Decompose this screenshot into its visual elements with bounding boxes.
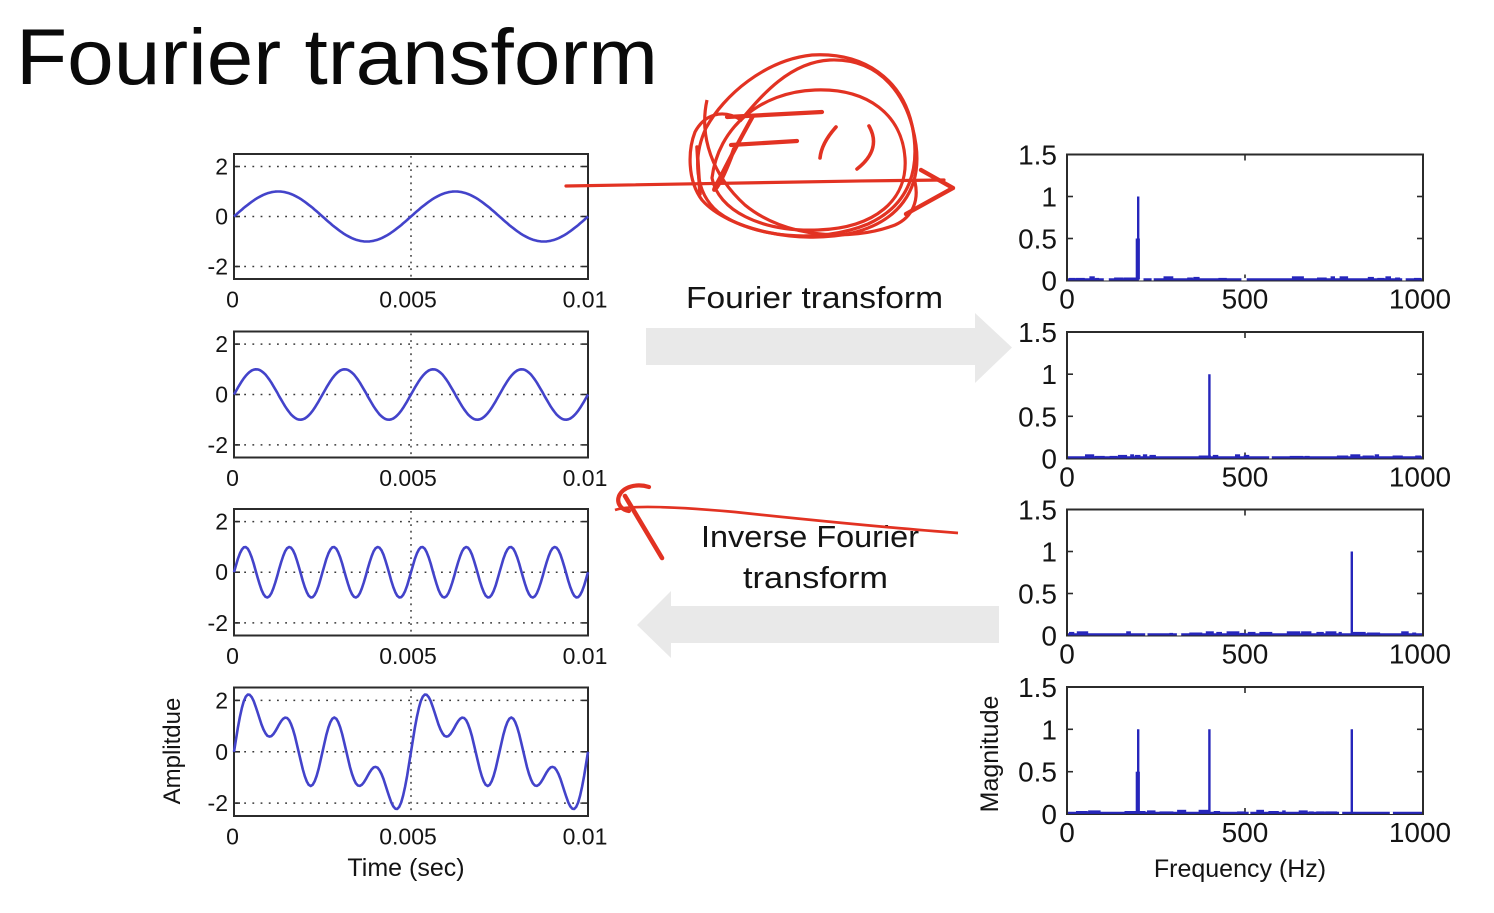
svg-text:0: 0: [215, 559, 228, 585]
svg-text:0.005: 0.005: [379, 465, 437, 491]
svg-text:1: 1: [1041, 359, 1057, 390]
svg-text:500: 500: [1222, 284, 1269, 315]
svg-text:-2: -2: [208, 790, 228, 816]
svg-text:500: 500: [1222, 462, 1269, 493]
svg-text:1000: 1000: [1389, 817, 1451, 848]
svg-text:0: 0: [226, 824, 239, 850]
svg-text:2: 2: [215, 509, 228, 535]
svg-text:1: 1: [1041, 714, 1057, 745]
svg-text:2: 2: [215, 154, 228, 180]
svg-text:2: 2: [215, 687, 228, 713]
svg-text:0: 0: [1059, 462, 1075, 493]
svg-text:0: 0: [1059, 817, 1075, 848]
svg-text:0: 0: [215, 739, 228, 765]
svg-text:Inverse Fourier: Inverse Fourier: [701, 519, 919, 554]
svg-text:0: 0: [215, 204, 228, 230]
svg-text:0.5: 0.5: [1018, 224, 1057, 255]
svg-text:1: 1: [1041, 182, 1057, 213]
svg-text:1.5: 1.5: [1018, 672, 1057, 703]
svg-text:0: 0: [1041, 444, 1057, 475]
svg-text:0.005: 0.005: [379, 287, 437, 313]
svg-text:1000: 1000: [1389, 284, 1451, 315]
svg-text:0: 0: [226, 465, 239, 491]
svg-text:0: 0: [226, 643, 239, 669]
svg-text:0.5: 0.5: [1018, 757, 1057, 788]
svg-text:0.01: 0.01: [563, 465, 608, 491]
svg-text:0.005: 0.005: [379, 643, 437, 669]
svg-text:Magnitude: Magnitude: [976, 696, 1004, 813]
svg-text:1.5: 1.5: [1018, 317, 1057, 348]
svg-text:500: 500: [1222, 639, 1269, 670]
svg-text:1000: 1000: [1389, 462, 1451, 493]
svg-text:500: 500: [1222, 817, 1269, 848]
svg-text:0: 0: [1041, 621, 1057, 652]
svg-text:0.5: 0.5: [1018, 579, 1057, 610]
svg-text:0.01: 0.01: [563, 643, 608, 669]
svg-text:Amplitdue: Amplitdue: [159, 698, 186, 805]
svg-text:0: 0: [1059, 639, 1075, 670]
svg-text:0: 0: [226, 287, 239, 313]
svg-text:1.5: 1.5: [1018, 140, 1057, 171]
svg-text:0.01: 0.01: [563, 287, 608, 313]
svg-text:Fourier transform: Fourier transform: [686, 280, 943, 315]
svg-text:0.5: 0.5: [1018, 401, 1057, 432]
svg-text:0: 0: [1041, 266, 1057, 297]
svg-text:-2: -2: [208, 432, 228, 458]
svg-text:Time (sec): Time (sec): [347, 854, 464, 882]
svg-text:-2: -2: [208, 610, 228, 636]
svg-text:1.5: 1.5: [1018, 495, 1057, 526]
svg-text:Frequency (Hz): Frequency (Hz): [1154, 855, 1326, 883]
svg-text:transform: transform: [743, 560, 888, 595]
svg-text:0: 0: [1059, 284, 1075, 315]
svg-text:1000: 1000: [1389, 639, 1451, 670]
svg-text:-2: -2: [208, 254, 228, 280]
svg-text:Fourier transform: Fourier transform: [16, 12, 658, 101]
svg-text:1: 1: [1041, 537, 1057, 568]
svg-text:0: 0: [1041, 799, 1057, 830]
svg-text:0.01: 0.01: [563, 824, 608, 850]
svg-text:0.005: 0.005: [379, 824, 437, 850]
svg-text:0: 0: [215, 382, 228, 408]
svg-text:2: 2: [215, 331, 228, 357]
